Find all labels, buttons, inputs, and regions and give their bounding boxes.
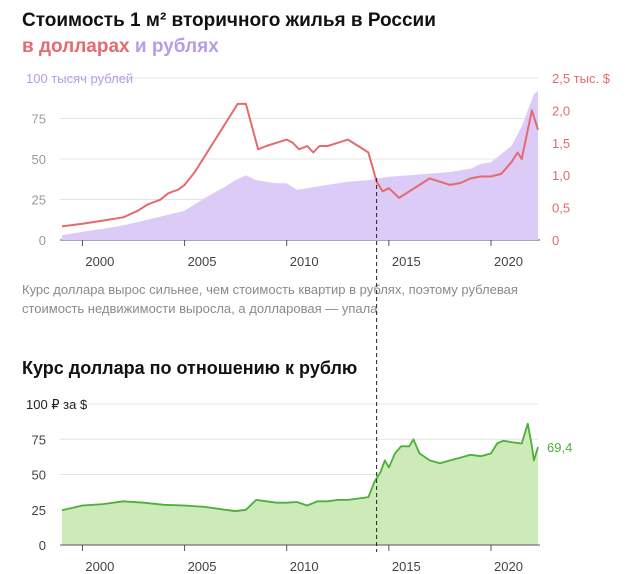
- y-right-tick-label: 2,0: [552, 103, 570, 118]
- exchange-rate-title: Курс доллара по отношению к рублю: [22, 358, 358, 378]
- exchange-rate-area: [62, 423, 538, 545]
- y-tick-label: 100 ₽ за $: [26, 397, 88, 412]
- chart-title: Стоимость 1 м² вторичного жилья в России: [22, 10, 436, 31]
- x-tick-label: 2020: [494, 559, 523, 574]
- x-tick-label: 2005: [188, 254, 217, 269]
- subtitle-and: и: [129, 36, 152, 57]
- y-tick-label: 0: [39, 538, 46, 553]
- x-tick-label: 2005: [188, 559, 217, 574]
- exchange-rate-end-label: 69,4: [547, 440, 572, 455]
- x-tick-label: 2000: [85, 254, 114, 269]
- y-tick-label: 50: [32, 468, 46, 483]
- y-right-tick-label: 2,5 тыс. $: [552, 71, 611, 86]
- x-tick-label: 2000: [85, 559, 114, 574]
- exchange-rate-line: [61, 422, 539, 513]
- price-chart: 0 25 50 75 100 тысяч рублей 0 0,5 1,0 1,5 2,0 2,5 …: [26, 71, 611, 269]
- usd-price-line: [61, 102, 539, 228]
- y-left-tick-label: 75: [32, 112, 46, 127]
- rub-price-area: [62, 91, 538, 240]
- y-left-tick-label: 25: [32, 193, 46, 208]
- subtitle-usd-legend: в долларах: [22, 36, 130, 57]
- y-right-tick-label: 1,0: [552, 168, 570, 183]
- subtitle-rub-legend: рублях: [151, 36, 219, 57]
- y-right-tick-label: 1,5: [552, 136, 570, 151]
- y-right-tick-label: 0: [552, 233, 559, 248]
- chart-subtitle: в долларах и рублях: [22, 34, 219, 60]
- y-left-tick-label: 100 тысяч рублей: [26, 71, 133, 86]
- x-tick-label: 2015: [392, 559, 421, 574]
- x-tick-label: 2015: [392, 254, 421, 269]
- x-tick-label: 2020: [494, 254, 523, 269]
- y-right-tick-label: 0,5: [552, 201, 570, 216]
- y-left-tick-label: 50: [32, 152, 46, 167]
- y-tick-label: 25: [32, 503, 46, 518]
- y-tick-label: 75: [32, 432, 46, 447]
- y-left-tick-label: 0: [39, 233, 46, 248]
- x-tick-label: 2010: [290, 254, 319, 269]
- chart-caption: Курс доллара вырос сильнее, чем стоимост…: [22, 282, 518, 316]
- x-tick-label: 2010: [290, 559, 319, 574]
